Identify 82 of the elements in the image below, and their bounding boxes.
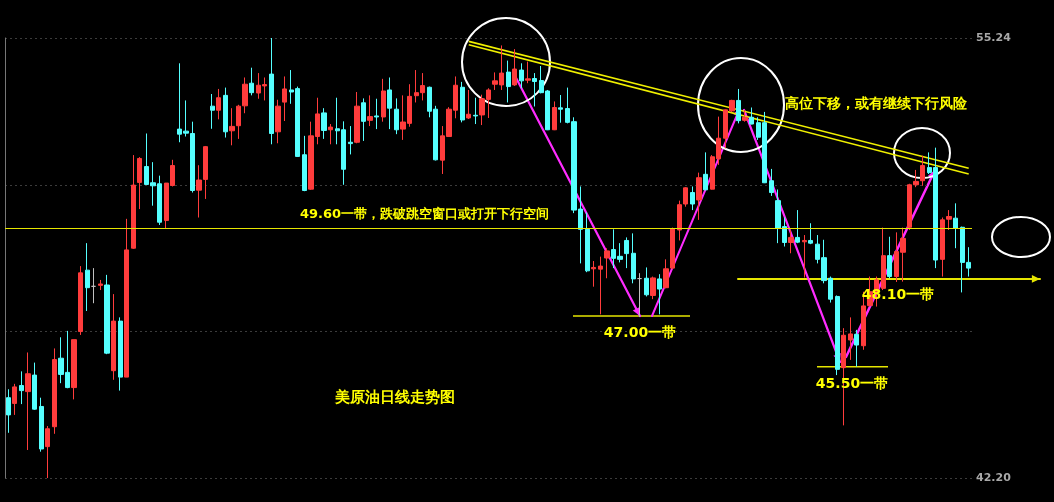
- candlestick: [953, 202, 958, 249]
- ref-line-label: 49.60一带，跌破跳空窗口或打开下行空间: [300, 205, 550, 221]
- candlestick: [19, 370, 24, 405]
- candlestick: [98, 279, 103, 291]
- candlestick: [71, 339, 77, 400]
- text: 美原油日线走势图: [334, 387, 455, 406]
- candlestick: [512, 48, 517, 87]
- candlestick: [282, 75, 287, 122]
- candlestick: [328, 123, 333, 145]
- candlestick: [466, 89, 471, 120]
- y-tick-label: 55.24: [976, 31, 1012, 44]
- candlestick: [223, 87, 228, 139]
- candlestick: [111, 293, 116, 381]
- candlestick: [749, 107, 754, 125]
- candlestick: [854, 329, 859, 368]
- candlestick: [367, 94, 373, 127]
- candlestick: [12, 383, 17, 416]
- candlestick: [104, 274, 110, 355]
- candlestick: [216, 88, 221, 120]
- candlestick: [650, 276, 656, 300]
- candlestick: [887, 236, 892, 279]
- candlestick: [124, 218, 129, 378]
- candlestick: [525, 61, 531, 84]
- candlestick: [302, 135, 307, 192]
- candlestick: [91, 267, 96, 304]
- candlestick: [795, 209, 800, 244]
- candlestick: [6, 388, 11, 434]
- candlestick: [585, 211, 590, 273]
- candlestick: [519, 62, 524, 89]
- candlestick: [703, 151, 708, 191]
- candlestick: [690, 185, 695, 211]
- candlestick: [506, 60, 511, 103]
- candlestick: [696, 172, 702, 221]
- candlestick: [631, 232, 636, 284]
- candlestick: [25, 351, 31, 451]
- candlestick: [321, 107, 327, 140]
- candlestick: [460, 81, 465, 123]
- candlestick: [118, 316, 123, 392]
- candlestick: [742, 109, 748, 123]
- annotation: 47.00一带: [603, 324, 677, 341]
- candlestick: [769, 168, 774, 197]
- candlestick: [78, 265, 83, 336]
- y-tick-label: 42.20: [976, 471, 1012, 484]
- candlestick: [387, 76, 392, 130]
- candlestick: [637, 272, 642, 318]
- candlestick: [275, 99, 281, 144]
- candlestick: [32, 362, 37, 411]
- candlestick: [348, 125, 353, 155]
- candlestick: [85, 242, 90, 312]
- annotation: 高位下移，或有继续下行风险: [785, 95, 968, 111]
- candlestick: [808, 222, 813, 245]
- candlestick: [802, 234, 807, 279]
- candlestick: [374, 98, 379, 130]
- candlestick: [269, 37, 274, 145]
- candlestick: [473, 97, 478, 125]
- candlestick: [624, 236, 629, 269]
- candlestick: [381, 78, 386, 123]
- candlestick: [52, 347, 57, 435]
- candlestick: [394, 97, 399, 135]
- candlestick: [558, 94, 563, 124]
- candlestick: [604, 247, 610, 279]
- candlestick: [229, 107, 235, 146]
- candlestick: [532, 72, 537, 107]
- candlestick: [848, 316, 853, 361]
- candlestick: [788, 229, 794, 254]
- candlestick: [45, 425, 50, 479]
- candlestick: [881, 227, 886, 291]
- candlestick: [361, 97, 366, 142]
- candlestick: [644, 266, 649, 297]
- candlestick: [210, 93, 215, 130]
- candlestick: [242, 76, 248, 114]
- candlestick: [354, 91, 360, 144]
- candlestick: [920, 155, 925, 187]
- candlestick: [249, 67, 254, 96]
- candlestick: [598, 256, 603, 315]
- candlestick: [39, 397, 44, 453]
- candlestick: [137, 156, 142, 210]
- candlestick: [552, 100, 557, 131]
- candlestick: [591, 260, 596, 288]
- candlestick: [131, 154, 136, 250]
- candlestick: [236, 104, 241, 140]
- candlestick: [657, 273, 662, 315]
